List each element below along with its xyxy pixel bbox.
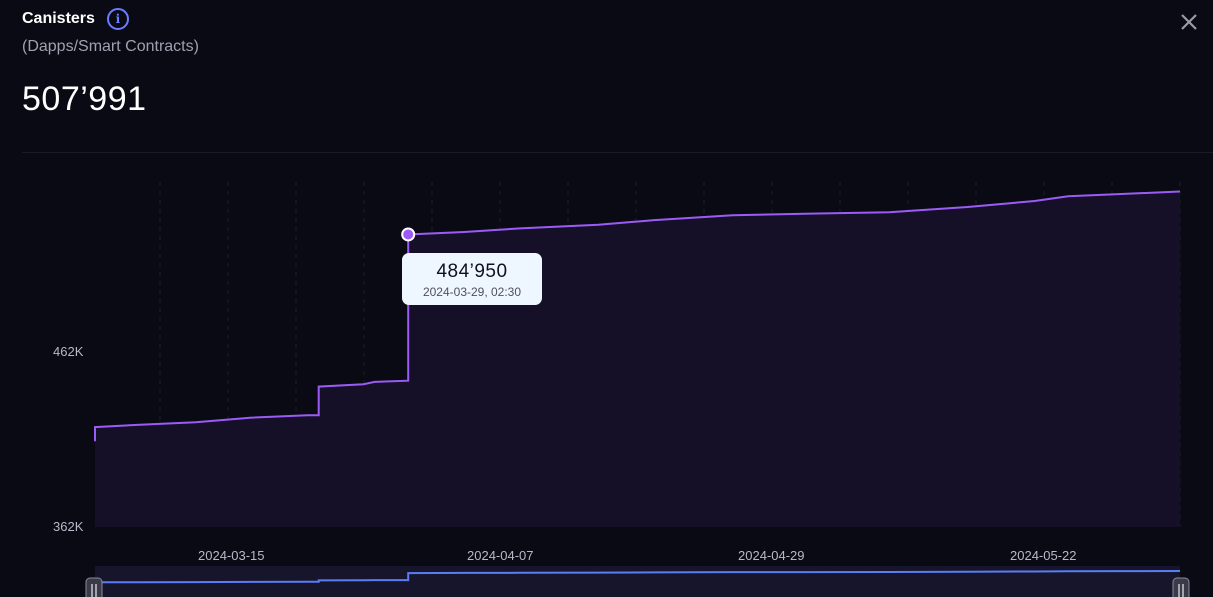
tooltip-value: 484’950 xyxy=(436,261,508,282)
panel-subtitle: (Dapps/Smart Contracts) xyxy=(22,38,199,55)
divider xyxy=(22,152,1213,153)
title-row: Canisters i xyxy=(22,8,129,30)
x-tick-label: 2024-03-15 xyxy=(198,548,265,563)
navigator-handle-left[interactable] xyxy=(85,577,103,597)
navigator-handle-right[interactable] xyxy=(1172,577,1190,597)
series-line xyxy=(94,190,1181,442)
panel-title: Canisters xyxy=(22,10,95,27)
hover-marker xyxy=(401,227,416,242)
current-value: 507’991 xyxy=(22,80,147,118)
x-tick-label: 2024-04-07 xyxy=(467,548,534,563)
x-tick-label: 2024-05-22 xyxy=(1010,548,1077,563)
navigator-line xyxy=(94,570,1181,584)
chart-tooltip: 484’950 2024-03-29, 02:30 xyxy=(402,253,542,305)
y-tick-label: 462K xyxy=(53,344,84,359)
tooltip-date: 2024-03-29, 02:30 xyxy=(422,285,522,299)
close-icon[interactable] xyxy=(1175,8,1203,36)
y-tick-label: 362K xyxy=(53,519,84,534)
info-icon[interactable]: i xyxy=(106,8,129,30)
x-tick-label: 2024-04-29 xyxy=(738,548,805,563)
series-area xyxy=(95,191,1180,527)
